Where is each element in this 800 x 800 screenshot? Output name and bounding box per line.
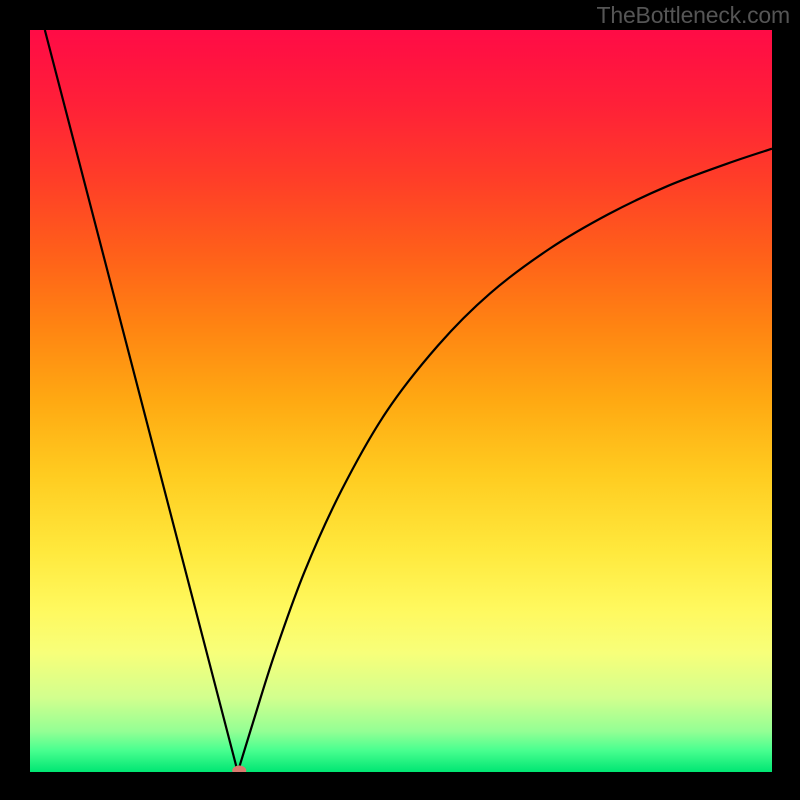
plot-area <box>30 30 772 772</box>
chart-container: TheBottleneck.com <box>0 0 800 800</box>
watermark-text: TheBottleneck.com <box>597 2 790 29</box>
bottleneck-curve <box>30 30 772 772</box>
optimum-marker <box>232 766 246 772</box>
